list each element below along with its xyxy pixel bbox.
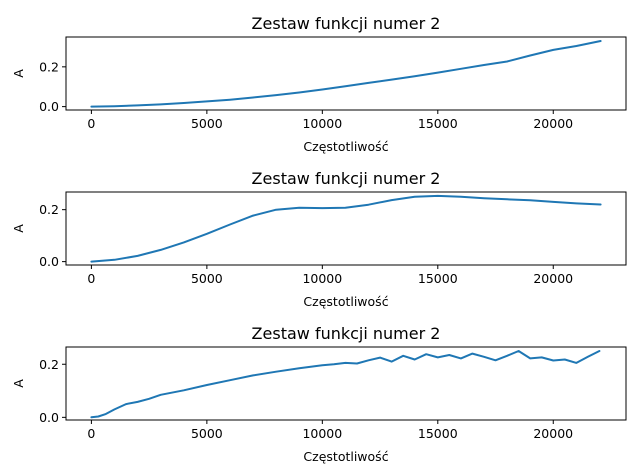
y-axis-label: A [11,224,26,233]
x-tick-label: 0 [87,116,95,131]
x-tick-label: 10000 [302,426,342,441]
x-tick-label: 20000 [533,426,573,441]
y-tick-label: 0.2 [39,59,59,74]
x-tick-label: 5000 [191,271,223,286]
y-axis-label: A [11,379,26,388]
chart-title: Zestaw funkcji numer 2 [252,169,441,188]
y-tick-label: 0.2 [39,357,59,372]
series-line [90,194,602,263]
chart-panel-3: Zestaw funkcji numer 2 0 5000 10000 15000 200… [11,324,627,464]
x-tick-label: 15000 [418,426,458,441]
plot-frame [65,346,627,421]
y-tick-label: 0.0 [39,254,59,269]
series-line [90,40,602,108]
y-tick-label: 0.0 [39,99,59,114]
y-tick-label: 0.0 [39,410,59,425]
chart-title: Zestaw funkcji numer 2 [252,14,441,33]
series-line [90,350,601,419]
x-tick-label: 0 [87,426,95,441]
x-tick-label: 15000 [418,116,458,131]
y-axis-label: A [11,69,26,78]
x-tick-label: 5000 [191,426,223,441]
x-axis-label: Częstotliwość [303,449,388,464]
x-tick-label: 0 [87,271,95,286]
y-tick-label: 0.2 [39,202,59,217]
x-axis-label: Częstotliwość [303,294,388,309]
x-tick-label: 10000 [302,116,342,131]
x-tick-label: 10000 [302,271,342,286]
plot-frame [65,36,627,111]
plot-frame [65,191,627,266]
x-tick-label: 5000 [191,116,223,131]
x-tick-label: 20000 [533,271,573,286]
chart-panel-2: Zestaw funkcji numer 2 0 5000 10000 15000 200… [11,169,627,309]
chart-panel-1: Zestaw funkcji numer 2 0 5000 10000 15000 200… [11,14,627,154]
chart-title: Zestaw funkcji numer 2 [252,324,441,343]
x-tick-label: 15000 [418,271,458,286]
x-tick-label: 20000 [533,116,573,131]
x-axis-label: Częstotliwość [303,139,388,154]
